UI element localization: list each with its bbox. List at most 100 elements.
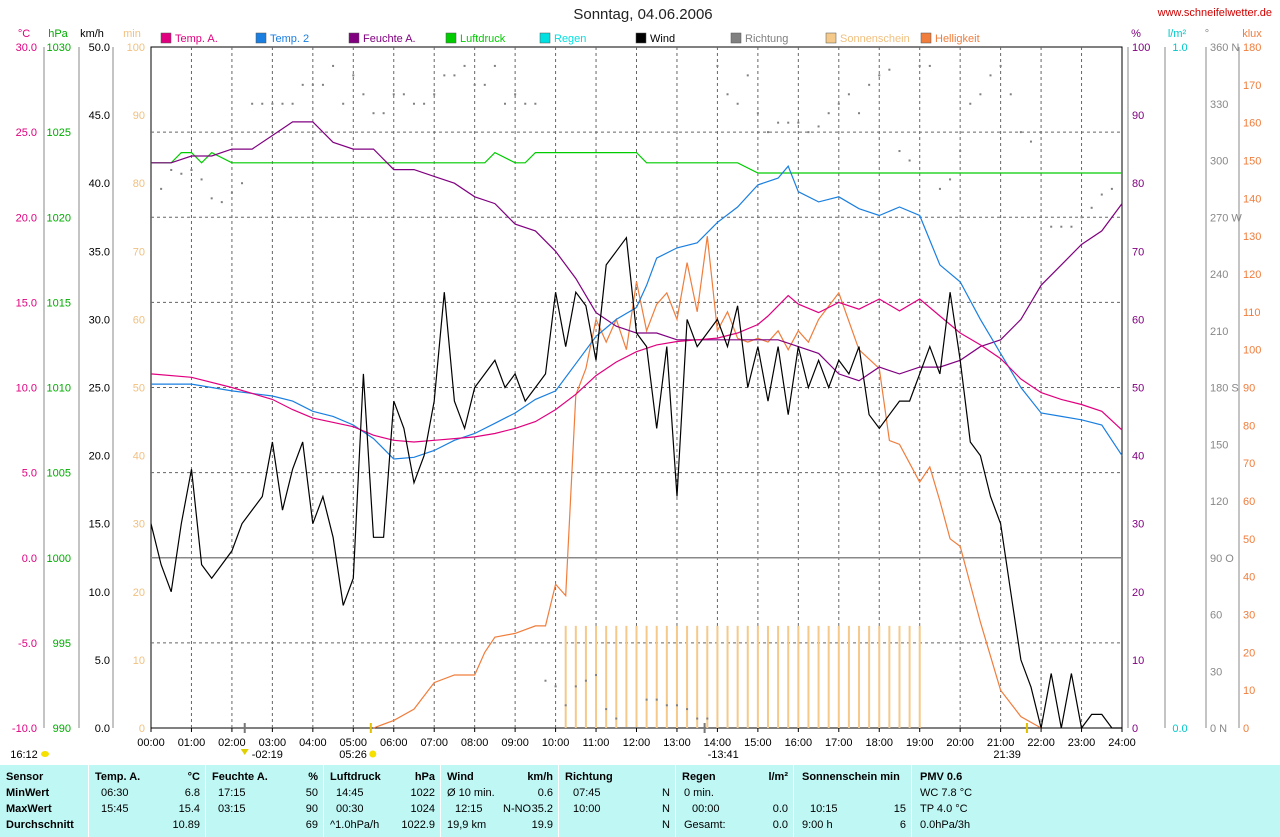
tick-humidity-1: 90 — [1132, 110, 1144, 122]
pressure-header: Luftdruck — [330, 771, 381, 783]
direction-dot — [817, 125, 820, 128]
humidity-avg: 69 — [305, 819, 318, 831]
wind-unit: km/h — [527, 771, 553, 783]
rain-unit: l/m² — [768, 771, 788, 783]
sun-max-time: 10:15 — [810, 803, 838, 815]
legend-swatch-7 — [825, 32, 837, 44]
direction-dot — [766, 131, 769, 134]
col-direction: Richtung 07:45 N 10:00 N N — [558, 765, 676, 837]
direction-dot — [837, 102, 840, 105]
legend-label-5: Wind — [650, 33, 675, 45]
x-tick-6: 06:00 — [380, 737, 408, 749]
tick-wind-0: 50.0 — [89, 42, 110, 54]
legend-swatch-6 — [730, 32, 742, 44]
moonrise-icon — [240, 749, 249, 755]
direction-dot — [938, 187, 941, 190]
rain-header: Regen — [682, 771, 716, 783]
tick-direction-5: 210 — [1210, 326, 1228, 338]
direction-dot — [645, 698, 648, 701]
sun-total: 9:00 h — [802, 819, 833, 831]
direction-dot — [190, 168, 193, 171]
x-tick-12: 12:00 — [623, 737, 651, 749]
direction-dot — [969, 102, 972, 105]
unit-pressure: hPa — [48, 28, 68, 40]
legend-label-8: Helligkeit — [935, 33, 980, 45]
tick-pressure-2: 1020 — [47, 212, 71, 224]
direction-dot — [625, 727, 628, 729]
pmv-dewpoint: TP 4.0 °C — [920, 803, 968, 815]
tick-lux-5: 130 — [1243, 231, 1261, 243]
tick-humidity-3: 70 — [1132, 246, 1144, 258]
direction-dot — [847, 93, 850, 96]
direction-dot — [1019, 131, 1022, 134]
wind-distance: 19,9 km — [447, 819, 487, 831]
legend-swatch-8 — [920, 32, 932, 44]
direction-dot — [534, 102, 537, 105]
unit-humidity: % — [1131, 28, 1141, 40]
x-tick-0: 00:00 — [137, 737, 165, 749]
tick-pressure-6: 1000 — [47, 553, 71, 565]
tick-sunmin-8: 20 — [133, 587, 145, 599]
x-tick-5: 05:00 — [340, 737, 368, 749]
tick-humidity-9: 10 — [1132, 655, 1144, 667]
sun-avg: 6 — [899, 819, 906, 831]
pressure-min-time: 14:45 — [336, 787, 364, 799]
wind-header: Wind — [447, 771, 474, 783]
wind-avg10-label: Ø 10 min. — [447, 787, 495, 799]
direction-dot — [787, 121, 790, 124]
unit-rain: l/m² — [1168, 28, 1187, 40]
unit-lux: klux — [1242, 28, 1262, 40]
series-wind — [150, 236, 1122, 730]
direction-dot — [675, 704, 678, 707]
direction-max-dir: N — [662, 803, 670, 815]
tick-direction-1: 330 — [1210, 99, 1228, 111]
direction-dot — [524, 102, 527, 105]
tick-temp-1: 25.0 — [16, 127, 37, 139]
direction-dot — [1090, 206, 1093, 209]
direction-dot — [918, 64, 921, 67]
x-tick-21: 21:00 — [987, 737, 1015, 749]
tick-sunmin-3: 70 — [133, 246, 145, 258]
x-tick-16: 16:00 — [785, 737, 813, 749]
legend-label-1: Temp. 2 — [270, 33, 309, 45]
rain-min: 0.0 — [1172, 723, 1187, 735]
pressure-unit: hPa — [414, 771, 435, 783]
direction-dot — [251, 102, 254, 105]
direction-dot — [736, 102, 739, 105]
direction-dot — [1110, 187, 1113, 190]
rain-max-time: 00:00 — [692, 803, 720, 815]
grid — [151, 47, 1122, 728]
direction-dot — [362, 93, 365, 96]
direction-dot — [797, 121, 800, 124]
tick-pressure-4: 1010 — [47, 383, 71, 395]
direction-dot — [807, 131, 810, 134]
direction-dot — [493, 64, 496, 67]
legend-swatch-2 — [348, 32, 360, 44]
sun-header: Sonnenschein min — [802, 771, 900, 783]
direction-dot — [544, 679, 547, 682]
direction-dot — [402, 93, 405, 96]
moonrise-label: -02:19 — [252, 749, 283, 761]
direction-dot — [281, 102, 284, 105]
source-link[interactable]: www.schneifelwetter.de — [1157, 7, 1272, 19]
x-tick-17: 17:00 — [825, 737, 853, 749]
tick-lux-2: 160 — [1243, 118, 1261, 130]
tick-sunmin-0: 100 — [127, 42, 145, 54]
pressure-max-val: 1024 — [410, 803, 435, 815]
x-tick-24: 24:00 — [1108, 737, 1136, 749]
tick-direction-6: 180 S — [1210, 383, 1239, 395]
tick-humidity-0: 100 — [1132, 42, 1150, 54]
direction-dot — [726, 93, 729, 96]
humidity-min-time: 17:15 — [218, 787, 246, 799]
tick-lux-4: 140 — [1243, 193, 1261, 205]
direction-dot — [1029, 140, 1032, 143]
tick-humidity-7: 30 — [1132, 519, 1144, 531]
x-tick-7: 07:00 — [420, 737, 448, 749]
direction-dot — [291, 102, 294, 105]
direction-dot — [200, 178, 203, 181]
direction-dot — [392, 93, 395, 96]
unit-temp: °C — [18, 28, 30, 40]
direction-dot — [220, 201, 223, 204]
x-tick-8: 08:00 — [461, 737, 489, 749]
direction-avg-dir: N — [662, 819, 670, 831]
